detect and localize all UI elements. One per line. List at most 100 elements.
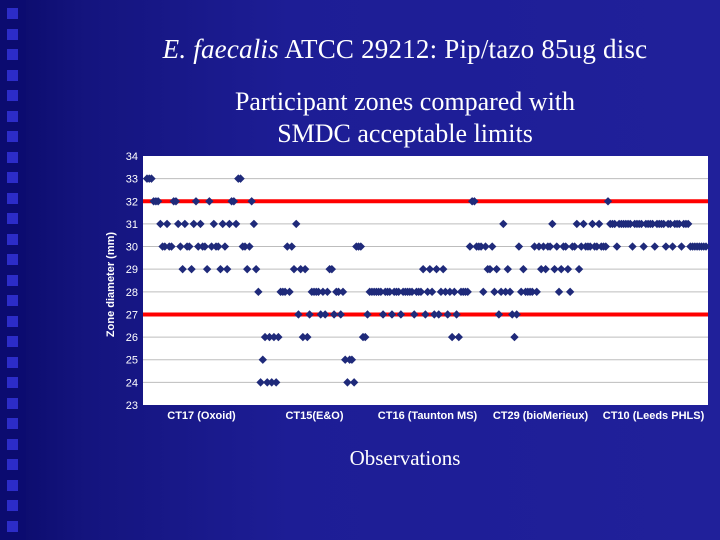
decorative-square <box>7 8 18 19</box>
data-point <box>410 310 419 319</box>
data-point <box>601 242 610 251</box>
data-point <box>222 264 232 274</box>
data-point <box>610 219 619 229</box>
data-point <box>245 242 254 251</box>
data-point <box>603 197 613 206</box>
decorative-square <box>7 28 18 40</box>
decorative-square <box>7 254 18 265</box>
data-point <box>349 378 359 387</box>
data-point <box>536 264 546 274</box>
data-point <box>347 355 357 364</box>
data-point <box>329 310 339 319</box>
data-point <box>465 242 475 251</box>
data-point <box>552 242 561 251</box>
data-point <box>287 242 296 251</box>
data-point <box>436 287 446 297</box>
data-point <box>254 287 263 297</box>
data-point <box>407 287 417 297</box>
data-point <box>432 264 441 274</box>
data-point <box>363 310 372 319</box>
y-tick-label: 34 <box>126 151 138 163</box>
data-point <box>534 242 544 251</box>
y-tick-label: 28 <box>126 287 138 299</box>
decorative-square <box>7 336 18 347</box>
data-point <box>650 242 659 251</box>
decorative-square <box>7 110 18 122</box>
data-point <box>173 219 183 229</box>
data-point <box>178 264 187 274</box>
data-point <box>563 264 573 274</box>
data-point <box>305 310 314 319</box>
decorative-square <box>7 356 18 368</box>
data-point <box>314 287 323 297</box>
data-point <box>570 242 579 251</box>
data-point <box>481 242 490 251</box>
data-point <box>334 287 343 297</box>
data-point <box>316 310 325 319</box>
data-point <box>283 242 292 251</box>
category-label: CT16 (Taunton MS) <box>378 410 478 422</box>
data-point <box>528 287 537 297</box>
data-point <box>176 242 185 251</box>
y-tick-label: 26 <box>126 332 138 344</box>
data-point <box>216 264 225 274</box>
data-point <box>425 264 435 274</box>
data-point <box>229 197 239 206</box>
data-point <box>251 264 261 274</box>
data-point <box>677 242 686 251</box>
data-point <box>572 219 582 229</box>
data-point <box>594 219 604 229</box>
data-point <box>249 219 259 229</box>
data-point <box>320 310 330 319</box>
data-point <box>666 219 675 229</box>
data-point <box>494 310 504 319</box>
data-point <box>485 264 495 274</box>
organism-name: E. faecalis <box>162 34 279 64</box>
data-point <box>554 287 564 297</box>
data-point <box>487 242 497 251</box>
data-point <box>503 264 512 274</box>
data-point <box>499 219 508 229</box>
data-point <box>243 264 252 274</box>
data-point <box>626 219 635 229</box>
data-point <box>510 332 519 342</box>
decorative-square <box>7 172 18 183</box>
data-point <box>447 332 457 342</box>
data-point <box>427 287 437 297</box>
data-point <box>189 219 198 229</box>
data-point <box>220 242 230 251</box>
decorative-square <box>7 500 18 511</box>
data-point <box>454 332 463 342</box>
data-point <box>240 242 250 251</box>
data-point <box>194 242 203 251</box>
decorative-square <box>7 131 18 142</box>
data-point <box>637 219 646 229</box>
data-point <box>378 310 388 319</box>
plot-area <box>143 156 708 405</box>
data-point <box>532 287 541 297</box>
data-point <box>430 310 439 319</box>
data-point <box>338 287 348 297</box>
data-point <box>612 242 622 251</box>
chart-subtitle: Participant zones compared with SMDC acc… <box>90 86 720 150</box>
decorative-square <box>7 151 18 163</box>
data-point <box>292 219 301 229</box>
data-point <box>588 219 597 229</box>
y-tick-label: 23 <box>126 400 138 412</box>
data-point <box>160 242 170 251</box>
data-point <box>285 287 294 297</box>
data-point <box>561 242 570 251</box>
data-point <box>514 242 524 251</box>
y-tick-label: 24 <box>126 377 138 389</box>
data-point <box>202 264 212 274</box>
data-point <box>323 287 332 297</box>
y-tick-label: 33 <box>126 174 138 186</box>
data-point <box>463 287 472 297</box>
data-point <box>280 287 290 297</box>
data-point <box>156 219 165 229</box>
data-point <box>416 287 426 297</box>
data-point <box>267 378 276 387</box>
data-point <box>341 355 350 364</box>
x-axis-title: Observations <box>349 446 461 470</box>
data-point <box>579 219 588 229</box>
